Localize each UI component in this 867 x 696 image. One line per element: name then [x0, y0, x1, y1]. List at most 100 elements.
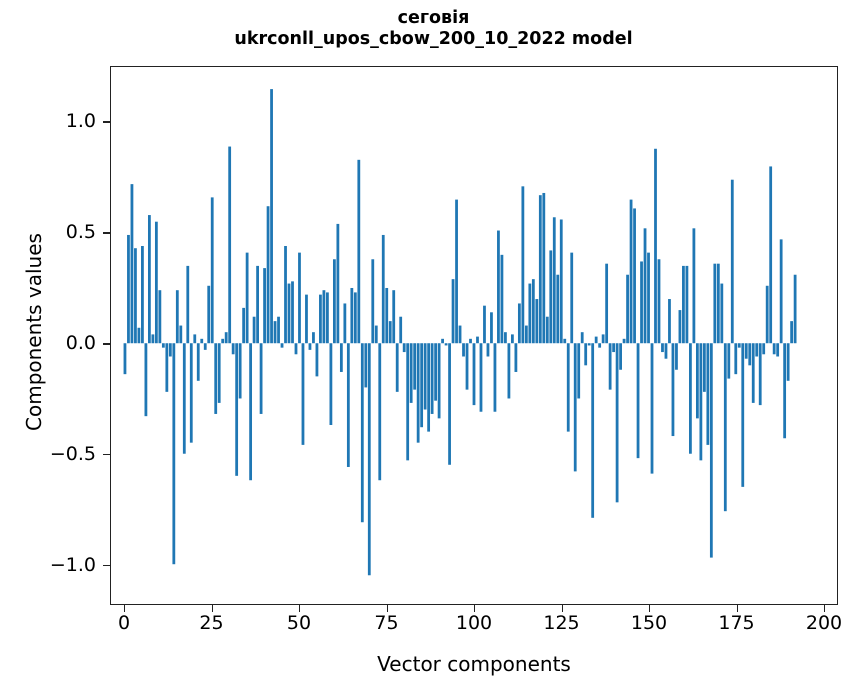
- bar: [430, 343, 434, 414]
- bar: [203, 343, 207, 350]
- bar: [657, 259, 661, 344]
- y-tick-label: 1.0: [65, 110, 96, 133]
- bar: [329, 343, 333, 425]
- bar: [182, 343, 186, 454]
- x-tick-mark: [124, 605, 126, 612]
- bar: [643, 228, 647, 344]
- bar: [668, 299, 671, 344]
- bar: [591, 343, 595, 518]
- bar: [633, 208, 636, 344]
- bar: [350, 287, 354, 344]
- bar: [612, 343, 616, 353]
- y-tick-mark: [103, 232, 110, 234]
- bar: [263, 268, 266, 344]
- bar: [319, 294, 322, 344]
- x-tick-label: 125: [543, 612, 580, 634]
- bar: [702, 343, 706, 392]
- bar: [566, 343, 570, 432]
- bar: [416, 343, 420, 443]
- bar: [371, 259, 375, 344]
- bar: [608, 343, 612, 390]
- bar: [462, 343, 465, 357]
- bar: [259, 343, 263, 414]
- y-tick-mark: [103, 565, 110, 567]
- bar: [413, 343, 417, 390]
- bar: [601, 334, 605, 344]
- bar: [689, 343, 692, 454]
- bar: [605, 263, 609, 344]
- bar: [339, 343, 343, 372]
- bar: [521, 186, 525, 344]
- bar: [493, 343, 497, 412]
- bar: [737, 343, 741, 348]
- bar: [699, 343, 703, 461]
- bar: [235, 343, 239, 476]
- bar: [552, 217, 556, 344]
- bar: [542, 192, 546, 344]
- bar: [266, 206, 270, 344]
- chart-title-line-1: сеговія: [397, 8, 470, 28]
- bar: [535, 299, 539, 344]
- bar: [629, 199, 633, 344]
- bar: [734, 343, 738, 375]
- bar: [682, 265, 685, 344]
- x-tick-mark: [561, 605, 563, 612]
- bar: [298, 252, 301, 344]
- bar: [277, 316, 280, 344]
- bar: [598, 343, 602, 348]
- bar: [622, 338, 626, 344]
- x-tick-label: 150: [630, 612, 668, 634]
- bar: [744, 343, 748, 359]
- bar: [497, 230, 500, 344]
- bar: [713, 263, 717, 344]
- bar: [364, 343, 368, 388]
- bar: [353, 292, 357, 344]
- y-tick-label: 0.0: [65, 332, 96, 355]
- bar: [723, 343, 727, 512]
- bar: [294, 343, 298, 355]
- bar: [654, 148, 657, 344]
- bar: [706, 343, 710, 445]
- x-axis-tick-labels: 0 25 50 75 100 125 150 175 200: [110, 612, 842, 642]
- bar: [357, 159, 361, 344]
- bar: [381, 234, 385, 344]
- bar: [716, 263, 720, 344]
- bar: [483, 305, 486, 344]
- bar: [559, 219, 563, 344]
- bar: [305, 294, 308, 344]
- bar: [161, 343, 165, 348]
- bar: [228, 146, 232, 344]
- bar: [221, 338, 225, 344]
- x-tick-label: 25: [199, 612, 224, 634]
- bar: [385, 287, 389, 344]
- bar: [584, 343, 588, 366]
- bar: [189, 343, 193, 443]
- bar: [514, 343, 518, 372]
- bar: [448, 343, 451, 465]
- x-tick-label: 100: [455, 612, 493, 634]
- bar: [720, 283, 724, 344]
- y-tick-mark: [103, 121, 110, 123]
- x-tick-mark: [824, 605, 826, 612]
- bar: [179, 325, 183, 344]
- plot-area: [111, 67, 837, 604]
- bar: [615, 343, 619, 503]
- bar: [531, 279, 535, 344]
- bar: [570, 252, 574, 344]
- bar: [528, 283, 532, 344]
- bar: [451, 279, 455, 344]
- y-tick-label: 0.5: [65, 221, 96, 244]
- bar: [594, 336, 598, 344]
- bar: [661, 343, 664, 353]
- bar: [479, 343, 483, 412]
- bar: [399, 316, 403, 344]
- bar: [402, 343, 406, 353]
- bar: [378, 343, 382, 481]
- bar: [127, 234, 130, 344]
- bar: [741, 343, 745, 487]
- bar: [245, 252, 249, 344]
- y-tick-mark: [103, 454, 110, 456]
- x-axis-label: Vector components: [377, 652, 571, 676]
- bar: [200, 338, 204, 344]
- bar: [301, 343, 305, 445]
